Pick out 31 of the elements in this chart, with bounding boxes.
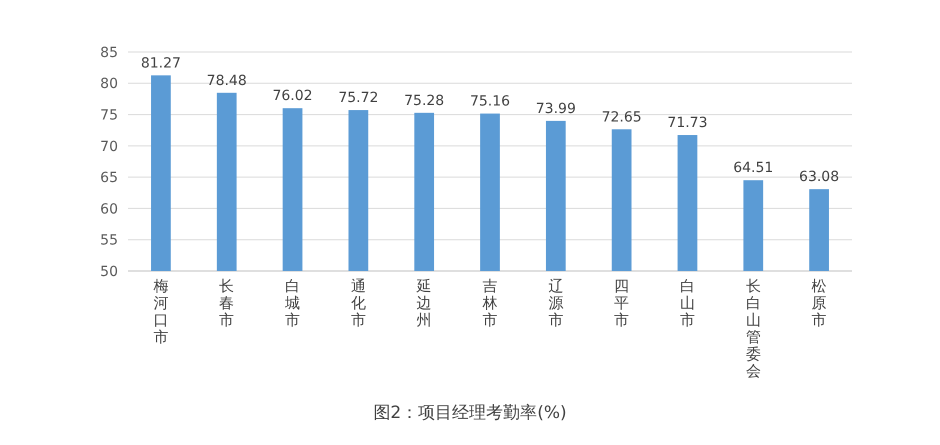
data-label: 63.08 [799,169,840,186]
x-tick-label: 白城市 [284,277,300,329]
y-tick-label: 65 [100,170,118,186]
y-tick-label: 80 [100,76,118,92]
text: 图2：项目经理考勤率(%) [373,403,567,423]
x-tick-label: 松原市 [812,277,827,329]
data-label: 75.28 [404,92,444,109]
y-tick-label: 70 [100,138,118,155]
data-label: 71.73 [667,115,708,132]
x-tick-label: 通化市 [350,277,366,329]
data-label: 73.99 [536,100,576,117]
y-tick-label: 50 [100,264,118,280]
data-label: 78.48 [206,72,247,89]
data-label: 75.16 [470,94,510,110]
x-tick-label: 吉林市 [482,277,498,329]
x-tick-label: 长春市 [219,277,234,329]
x-tick-label: 梅河口市 [152,277,168,346]
x-tick-label: 延边州 [416,277,432,329]
x-tick-label: 辽源市 [548,277,564,329]
y-tick-label: 85 [100,44,118,61]
data-label: 75.72 [338,90,378,106]
y-tick-label: 55 [100,232,118,249]
data-label: 64.51 [733,160,774,176]
data-label: 81.27 [140,55,181,72]
data-label: 76.02 [272,88,313,104]
y-tick-label: 75 [100,107,118,124]
x-tick-label: 白山市 [680,277,695,329]
x-tick-label: 四平市 [614,277,630,329]
x-tick-label: 长白山管委会 [746,277,761,380]
y-tick-label: 60 [100,201,118,218]
data-label: 72.65 [602,109,642,126]
